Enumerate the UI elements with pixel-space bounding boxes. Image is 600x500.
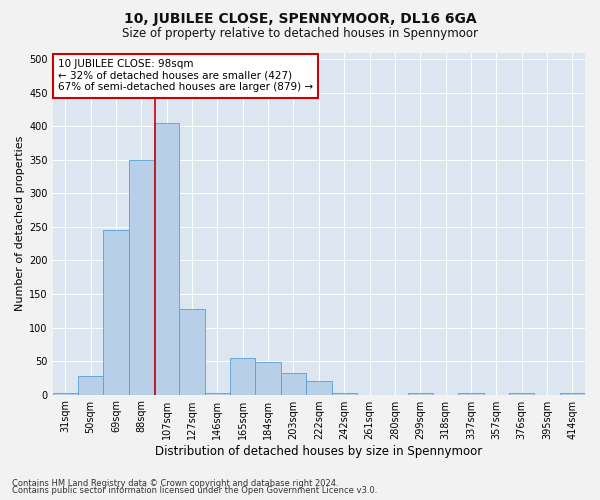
Bar — [256, 362, 281, 394]
Bar — [509, 392, 535, 394]
Text: Contains HM Land Registry data © Crown copyright and database right 2024.: Contains HM Land Registry data © Crown c… — [12, 478, 338, 488]
Y-axis label: Number of detached properties: Number of detached properties — [15, 136, 25, 311]
Text: 10, JUBILEE CLOSE, SPENNYMOOR, DL16 6GA: 10, JUBILEE CLOSE, SPENNYMOOR, DL16 6GA — [124, 12, 476, 26]
Bar — [407, 392, 433, 394]
Bar — [103, 230, 129, 394]
Bar — [281, 373, 306, 394]
Bar — [458, 392, 484, 394]
Bar — [154, 123, 179, 394]
Bar — [560, 392, 585, 394]
Text: Contains public sector information licensed under the Open Government Licence v3: Contains public sector information licen… — [12, 486, 377, 495]
Bar — [129, 160, 154, 394]
Bar — [332, 392, 357, 394]
X-axis label: Distribution of detached houses by size in Spennymoor: Distribution of detached houses by size … — [155, 444, 482, 458]
Bar — [230, 358, 256, 395]
Bar — [78, 376, 103, 394]
Bar — [53, 392, 78, 394]
Text: Size of property relative to detached houses in Spennymoor: Size of property relative to detached ho… — [122, 28, 478, 40]
Text: 10 JUBILEE CLOSE: 98sqm
← 32% of detached houses are smaller (427)
67% of semi-d: 10 JUBILEE CLOSE: 98sqm ← 32% of detache… — [58, 59, 313, 92]
Bar — [306, 381, 332, 394]
Bar — [205, 393, 230, 394]
Bar — [179, 308, 205, 394]
